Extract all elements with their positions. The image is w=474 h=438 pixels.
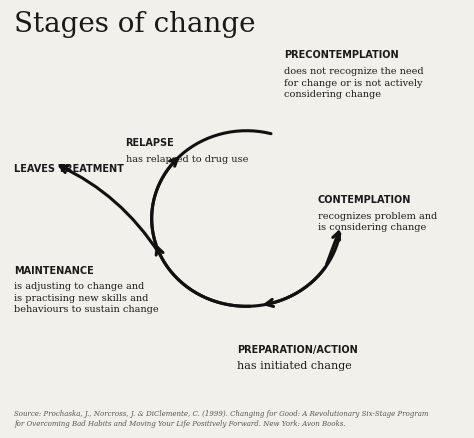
Text: PRECONTEMPLATION: PRECONTEMPLATION: [284, 50, 399, 60]
Text: has relapsed to drug use: has relapsed to drug use: [126, 155, 248, 164]
Text: PREPARATION/ACTION: PREPARATION/ACTION: [237, 344, 358, 354]
Text: Stages of change: Stages of change: [14, 11, 255, 38]
Text: is adjusting to change and
is practising new skills and
behaviours to sustain ch: is adjusting to change and is practising…: [14, 282, 159, 314]
Text: MAINTENANCE: MAINTENANCE: [14, 265, 94, 275]
Text: does not recognize the need
for change or is not actively
considering change: does not recognize the need for change o…: [284, 67, 424, 99]
Text: Source: Prochaska, J., Norcross, J. & DiClemente, C. (1999). Changing for Good: : Source: Prochaska, J., Norcross, J. & Di…: [14, 409, 428, 427]
Text: RELAPSE: RELAPSE: [126, 138, 174, 148]
Text: recognizes problem and
is considering change: recognizes problem and is considering ch…: [318, 212, 437, 232]
Text: has initiated change: has initiated change: [237, 360, 352, 371]
Text: CONTEMPLATION: CONTEMPLATION: [318, 195, 411, 205]
Text: LEAVES TREATMENT: LEAVES TREATMENT: [14, 164, 124, 173]
